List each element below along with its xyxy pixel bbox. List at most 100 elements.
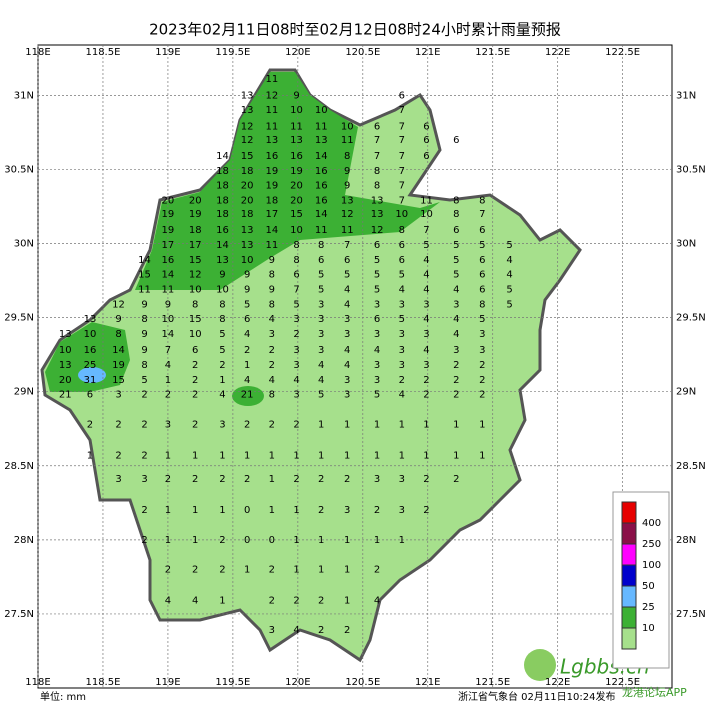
rain-value: 5	[399, 270, 405, 281]
rain-value: 4	[244, 329, 250, 340]
rain-value: 11	[265, 240, 278, 251]
legend-label: 250	[642, 539, 661, 550]
rain-value: 5	[479, 314, 485, 325]
rain-value: 13	[59, 360, 72, 371]
rain-value: 5	[399, 314, 405, 325]
rain-value: 4	[269, 314, 275, 325]
rain-value: 1	[219, 450, 225, 461]
rain-value: 21	[241, 390, 254, 401]
lat-tick-label: 28N	[14, 535, 34, 546]
legend-swatch	[621, 564, 637, 587]
rain-value: 16	[315, 196, 328, 207]
rain-value: 14	[216, 240, 229, 251]
rain-value: 14	[216, 151, 229, 162]
rain-value: 5	[219, 345, 225, 356]
rain-value: 2	[244, 419, 250, 430]
rain-value: 8	[479, 196, 485, 207]
rain-value: 3	[399, 329, 405, 340]
rain-value: 10	[315, 105, 328, 116]
rain-value: 6	[344, 255, 350, 266]
rain-value: 5	[374, 255, 380, 266]
rain-value: 1	[479, 419, 485, 430]
rain-value: 17	[189, 240, 202, 251]
rain-value: 3	[399, 474, 405, 485]
rain-value: 1	[165, 535, 171, 546]
rain-value: 6	[244, 314, 250, 325]
lon-tick-label: 122E	[545, 677, 570, 688]
rain-value: 2	[192, 419, 198, 430]
rain-value: 16	[84, 345, 97, 356]
rain-value: 2	[269, 596, 275, 607]
rain-value: 2	[192, 564, 198, 575]
rain-value: 8	[141, 314, 147, 325]
rain-value: 13	[341, 196, 354, 207]
rain-value: 10	[84, 329, 97, 340]
rain-value: 4	[344, 345, 350, 356]
rain-value: 14	[162, 270, 175, 281]
legend-swatch	[621, 606, 637, 629]
rain-value: 2	[453, 360, 459, 371]
rain-value: 4	[374, 345, 380, 356]
rain-value: 10	[59, 345, 72, 356]
rain-value: 7	[293, 284, 299, 295]
rain-value: 2	[165, 474, 171, 485]
legend-swatch	[621, 501, 637, 524]
rain-value: 3	[374, 299, 380, 310]
rain-value: 7	[479, 209, 485, 220]
rain-value: 20	[290, 181, 303, 192]
rain-value: 7	[399, 196, 405, 207]
rain-value: 11	[315, 225, 328, 236]
rain-value: 3	[344, 505, 350, 516]
rain-value: 1	[344, 450, 350, 461]
rain-value: 13	[241, 90, 254, 101]
rain-value: 2	[344, 474, 350, 485]
rain-value: 10	[189, 284, 202, 295]
rain-value: 4	[344, 360, 350, 371]
heaviest-rain-area	[78, 367, 106, 383]
rain-value: 2	[219, 535, 225, 546]
rain-value: 6	[423, 121, 429, 132]
rain-value: 9	[115, 314, 121, 325]
rain-value: 8	[399, 225, 405, 236]
lon-tick-label: 121.5E	[475, 47, 510, 58]
rain-value: 1	[479, 450, 485, 461]
rain-value: 3	[423, 360, 429, 371]
rain-value: 6	[453, 135, 459, 146]
heavier-rain-area	[232, 386, 264, 406]
rain-value: 8	[293, 240, 299, 251]
rain-value: 3	[344, 375, 350, 386]
rain-value: 3	[374, 375, 380, 386]
rain-value: 2	[293, 596, 299, 607]
rain-value: 2	[344, 625, 350, 636]
lon-tick-label: 118E	[25, 47, 50, 58]
rain-value: 4	[423, 314, 429, 325]
rain-value: 3	[269, 329, 275, 340]
rain-value: 1	[423, 419, 429, 430]
rain-value: 8	[269, 270, 275, 281]
rain-value: 7	[399, 135, 405, 146]
rain-value: 13	[241, 225, 254, 236]
legend-label: 10	[642, 623, 655, 634]
rain-value: 20	[189, 196, 202, 207]
rain-value: 17	[162, 240, 175, 251]
rain-value: 2	[165, 390, 171, 401]
source-label: 浙江省气象台 02月11日10:24发布	[458, 690, 615, 703]
rain-value: 11	[265, 105, 278, 116]
rain-value: 12	[189, 270, 202, 281]
rain-value: 15	[138, 270, 151, 281]
rain-value: 2	[374, 505, 380, 516]
rain-value: 3	[399, 505, 405, 516]
rain-value: 6	[399, 240, 405, 251]
rain-value: 3	[479, 345, 485, 356]
rain-value: 4	[293, 625, 299, 636]
rain-value: 2	[219, 564, 225, 575]
rain-value: 6	[374, 314, 380, 325]
rain-value: 6	[479, 284, 485, 295]
rain-value: 1	[87, 450, 93, 461]
rain-value: 4	[165, 596, 171, 607]
rain-value: 14	[112, 345, 125, 356]
rain-value: 4	[244, 375, 250, 386]
rain-value: 4	[374, 596, 380, 607]
lat-tick-label: 30N	[14, 239, 34, 250]
rain-value: 4	[219, 390, 225, 401]
